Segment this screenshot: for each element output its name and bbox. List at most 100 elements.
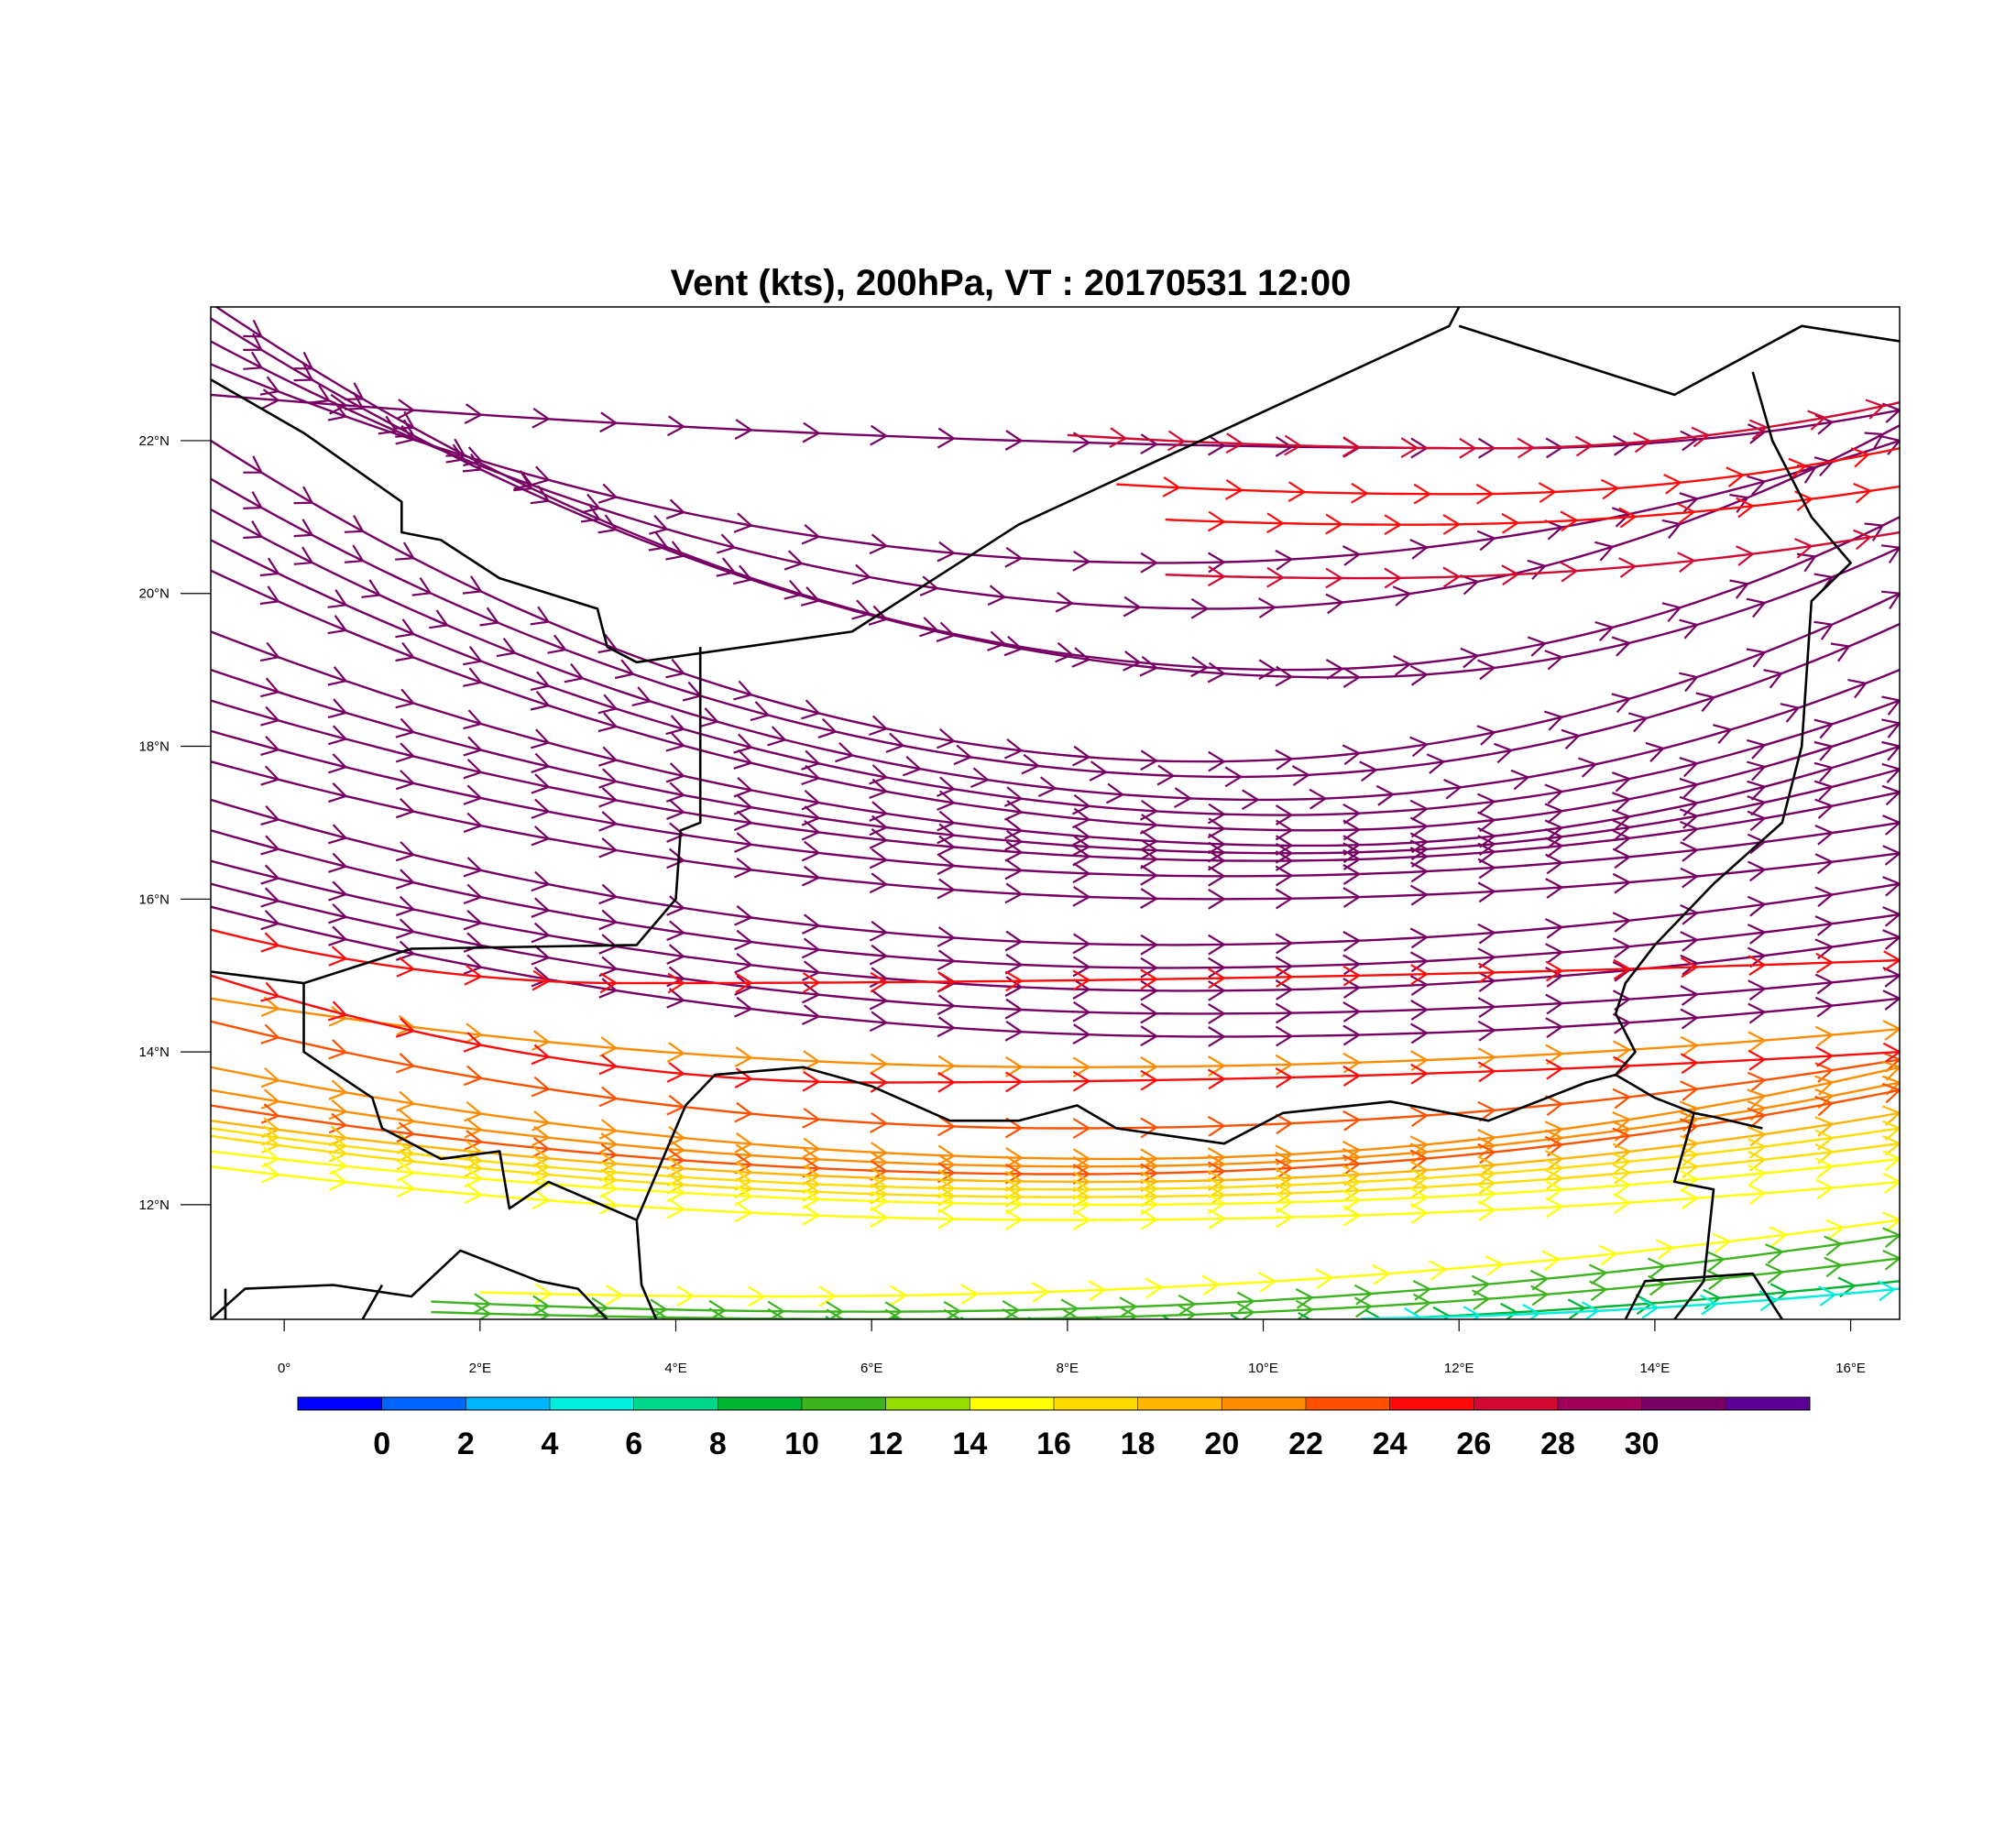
streamline — [1351, 1280, 1900, 1319]
streamline-arrow — [531, 870, 551, 892]
streamline-arrow — [1881, 740, 1900, 761]
streamline-arrow — [1409, 816, 1430, 838]
streamline-arrow — [1225, 478, 1244, 500]
streamline-arrow — [870, 1111, 889, 1133]
streamline-arrow — [666, 988, 686, 1009]
colorbar-frame — [297, 1396, 1811, 1411]
streamline-arrow — [1167, 430, 1187, 452]
streamline-arrow — [531, 752, 551, 773]
streamline-arrow — [1545, 878, 1564, 899]
streamline-arrow — [1877, 1280, 1897, 1302]
streamline-arrow — [1275, 1183, 1294, 1205]
streamline-arrow — [1325, 513, 1344, 535]
streamline-arrow — [1677, 552, 1696, 573]
streamline-arrow — [1747, 895, 1767, 917]
streamline-arrow — [598, 909, 619, 931]
streamline-arrow — [1611, 693, 1632, 714]
streamline-arrow — [598, 956, 619, 978]
streamline-arrow — [1679, 492, 1699, 513]
streamline-arrow — [1527, 636, 1548, 657]
streamline-arrow — [1477, 1100, 1496, 1122]
streamline-arrow — [1027, 1316, 1034, 1319]
streamline-arrow — [530, 671, 551, 691]
streamline-arrow — [1060, 1298, 1079, 1319]
streamline — [431, 1257, 1900, 1319]
streamline-arrow — [1769, 1226, 1789, 1247]
streamline — [211, 340, 1900, 610]
streamline-arrow — [1477, 1155, 1496, 1177]
streamline-arrow — [531, 773, 551, 794]
streamline-arrow — [1748, 1031, 1767, 1053]
streamline-arrow — [1815, 1045, 1835, 1067]
streamline-arrow — [1618, 557, 1638, 578]
streamline-arrow — [1342, 667, 1362, 688]
streamline-arrow — [1409, 539, 1430, 560]
colorbar-label: 16 — [1036, 1427, 1071, 1461]
streamline — [211, 630, 1900, 847]
streamline-arrow — [1071, 647, 1091, 668]
streamline-arrow — [1208, 968, 1226, 990]
streamline-arrow — [260, 981, 280, 1002]
streamline-arrow — [259, 585, 280, 606]
streamline-arrow — [1072, 1186, 1091, 1208]
streamline-arrow — [1544, 519, 1564, 541]
streamline-arrow — [463, 667, 483, 687]
streamline-arrow — [1747, 795, 1767, 816]
streamline-arrow — [1119, 1306, 1138, 1319]
streamline-arrow — [1207, 662, 1226, 683]
streamline-arrow — [1882, 906, 1900, 927]
streamline-arrow — [1342, 1024, 1362, 1046]
streamline-arrow — [1813, 740, 1835, 761]
streamline-arrow — [1201, 1274, 1221, 1296]
streamline-arrow — [344, 382, 365, 400]
streamline-arrow — [1541, 1250, 1561, 1272]
colorbar-label: 8 — [709, 1427, 727, 1461]
streamline-arrow — [869, 533, 889, 555]
streamline-arrow — [835, 742, 855, 763]
streamline-arrow — [1072, 933, 1091, 955]
lon-tick-label: 0° — [278, 1361, 290, 1376]
streamline-arrow — [1072, 845, 1091, 867]
streamline-arrow — [261, 1162, 280, 1184]
streamline-arrow — [1004, 882, 1024, 904]
streamline-arrow — [1342, 803, 1362, 825]
streamline-arrow — [1275, 1207, 1294, 1229]
streamline-arrow — [1788, 457, 1808, 479]
streamline-arrow — [597, 694, 619, 715]
streamline-arrow — [1207, 803, 1226, 825]
streamline-arrow — [531, 966, 551, 988]
streamline-arrow — [1853, 529, 1872, 551]
streamline-arrow — [1612, 872, 1632, 894]
streamline-arrow — [802, 960, 821, 981]
streamline-arrow — [1275, 865, 1294, 887]
streamline-arrow — [1477, 835, 1496, 856]
streamline — [1116, 447, 1900, 496]
streamline-arrow — [802, 1173, 821, 1195]
streamline-arrow — [1072, 745, 1091, 767]
streamline-arrow — [870, 1175, 889, 1197]
streamline-arrow — [631, 686, 652, 706]
streamline-arrow — [801, 524, 821, 545]
streamline-arrow — [1517, 437, 1536, 459]
streamline-arrow — [1072, 1171, 1091, 1193]
country-borders-layer — [211, 307, 1900, 1319]
streamline-arrow — [1072, 550, 1091, 572]
streamline-arrow — [395, 798, 416, 819]
lon-tick-label: 8°E — [1057, 1361, 1079, 1376]
lon-tick-label: 12°E — [1444, 1361, 1474, 1376]
colorbar-swatch — [1222, 1397, 1307, 1410]
streamline-arrow — [1140, 934, 1159, 956]
streamline-arrow — [1544, 803, 1564, 824]
streamline-arrow — [734, 1185, 753, 1207]
streamline-arrow — [734, 1153, 753, 1175]
streamline-arrow — [960, 1284, 980, 1306]
streamline-arrow — [1031, 1282, 1050, 1303]
streamline-arrow — [1612, 1193, 1632, 1214]
colorbar-label: 26 — [1456, 1427, 1491, 1461]
streamline-arrow — [1409, 1160, 1430, 1182]
streamline-arrow — [464, 1118, 483, 1139]
streamline-arrow — [547, 634, 567, 654]
streamline-arrow — [429, 609, 449, 629]
streamline-arrow — [1275, 933, 1294, 955]
streamline-arrow — [1477, 997, 1496, 1019]
